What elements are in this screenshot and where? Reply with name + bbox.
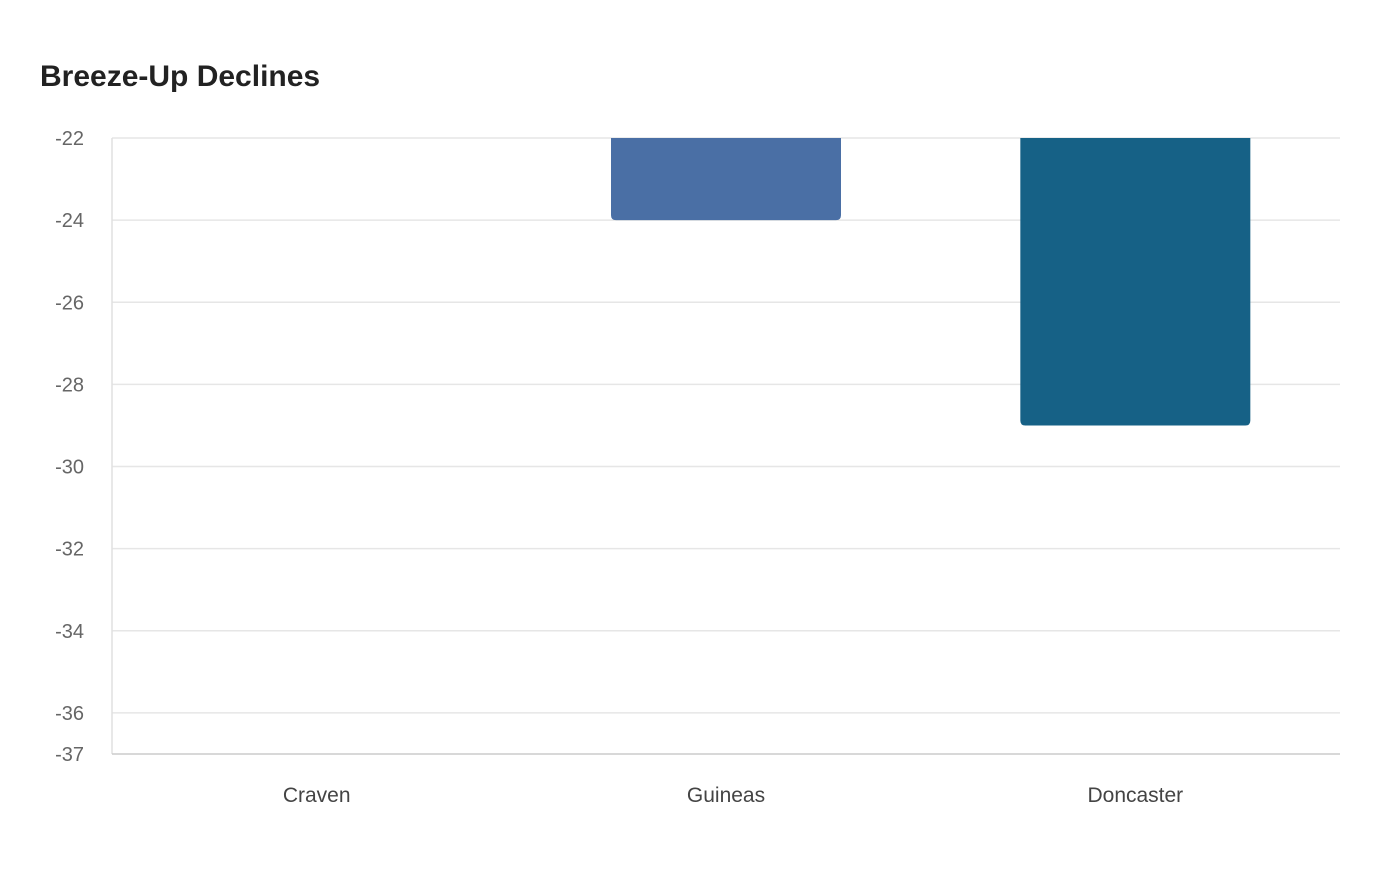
y-tick-label: -32 bbox=[55, 539, 84, 561]
bar-guineas bbox=[611, 138, 841, 221]
y-tick-label: -34 bbox=[55, 621, 84, 643]
y-tick-label: -37 bbox=[55, 744, 84, 766]
y-tick-label: -36 bbox=[55, 703, 84, 725]
y-tick-label: -24 bbox=[55, 210, 84, 232]
y-tick-label: -26 bbox=[55, 292, 84, 314]
x-category-label: Craven bbox=[283, 784, 351, 807]
bar-doncaster bbox=[1020, 138, 1251, 426]
x-category-label: Doncaster bbox=[1087, 784, 1183, 807]
chart-title: Breeze-Up Declines bbox=[40, 60, 321, 93]
y-tick-label: -28 bbox=[55, 374, 84, 396]
y-tick-label: -30 bbox=[55, 457, 84, 479]
y-tick-label: -22 bbox=[55, 128, 84, 150]
x-category-label: Guineas bbox=[687, 784, 765, 807]
